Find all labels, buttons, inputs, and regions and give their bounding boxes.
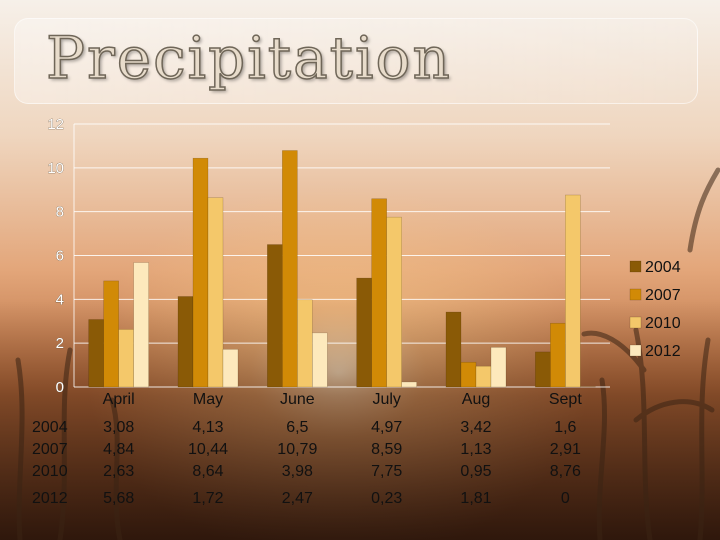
bar xyxy=(445,311,462,388)
data-label: 8,59 xyxy=(371,441,402,458)
chart-title: Precipitation xyxy=(45,23,452,93)
legend-swatch xyxy=(629,316,642,329)
bar xyxy=(460,361,477,388)
bar xyxy=(565,194,581,388)
table-row-header: 2010 xyxy=(32,463,68,480)
bar xyxy=(490,347,507,388)
bar xyxy=(88,319,104,388)
data-label: 8,76 xyxy=(550,463,581,480)
category-label: Aug xyxy=(462,391,490,408)
y-tick-label: 8 xyxy=(56,204,64,221)
data-label: 3,98 xyxy=(282,463,313,480)
gridlines xyxy=(73,123,610,388)
bar xyxy=(312,332,328,388)
data-label: 1,72 xyxy=(192,490,223,507)
data-label: 2,47 xyxy=(282,490,313,507)
y-tick-label: 10 xyxy=(47,160,64,177)
legend-label: 2012 xyxy=(645,343,681,360)
y-tick-label: 6 xyxy=(56,248,64,265)
bar xyxy=(192,157,209,388)
table-row-header: 2004 xyxy=(32,419,68,436)
table-row-header: 2007 xyxy=(32,441,68,458)
data-label: 5,68 xyxy=(103,490,134,507)
bar xyxy=(580,386,596,388)
bar xyxy=(177,296,194,388)
y-tick-label: 0 xyxy=(56,379,64,396)
bar xyxy=(297,299,313,388)
category-labels: April May June July Aug Sept xyxy=(103,391,583,408)
category-label: April xyxy=(103,391,135,408)
data-label: 2,63 xyxy=(103,463,134,480)
bar xyxy=(282,150,298,388)
bar xyxy=(475,365,492,388)
legend-swatch xyxy=(629,260,642,273)
data-label: 10,79 xyxy=(277,441,317,458)
bar xyxy=(371,198,387,388)
data-label: 1,81 xyxy=(460,490,491,507)
data-label: 1,13 xyxy=(460,441,491,458)
data-label: 0,23 xyxy=(371,490,402,507)
data-label: 2,91 xyxy=(550,441,581,458)
legend: 2004 2007 2010 2012 xyxy=(629,259,681,360)
bar xyxy=(267,244,283,388)
legend-label: 2007 xyxy=(645,287,681,304)
y-axis-ticks: 0 2 4 6 8 10 12 xyxy=(47,116,64,397)
category-label: May xyxy=(193,391,223,408)
data-label: 8,64 xyxy=(192,463,223,480)
bar xyxy=(356,277,372,388)
data-label: 4,13 xyxy=(192,419,223,436)
y-tick-label: 12 xyxy=(47,116,64,133)
y-tick-label: 2 xyxy=(56,335,64,352)
bar xyxy=(386,216,402,388)
data-label: 6,5 xyxy=(286,419,308,436)
legend-swatch xyxy=(629,344,642,357)
bar xyxy=(535,351,551,388)
title-banner xyxy=(14,18,698,104)
data-label: 1,6 xyxy=(554,419,576,436)
data-label: 0,95 xyxy=(460,463,491,480)
legend-label: 2010 xyxy=(645,315,681,332)
data-label: 0 xyxy=(561,490,570,507)
data-label: 3,42 xyxy=(460,419,491,436)
bar xyxy=(118,329,134,388)
data-label: 3,08 xyxy=(103,419,134,436)
bar xyxy=(133,262,149,388)
bar xyxy=(550,322,566,388)
y-tick-label: 4 xyxy=(56,291,64,308)
legend-label: 2004 xyxy=(645,259,681,276)
bar xyxy=(222,349,239,388)
category-label: July xyxy=(372,391,400,408)
bars xyxy=(88,150,596,388)
data-label: 4,97 xyxy=(371,419,402,436)
data-label: 7,75 xyxy=(371,463,402,480)
category-label: June xyxy=(280,391,315,408)
table-row-header: 2012 xyxy=(32,490,68,507)
data-table: 2004 3,08 4,13 6,5 4,97 3,42 1,6 2007 4,84 10,44 1… xyxy=(32,419,581,507)
data-label: 10,44 xyxy=(188,441,228,458)
bar xyxy=(103,280,119,388)
data-label: 4,84 xyxy=(103,441,134,458)
bar xyxy=(207,197,224,388)
bar xyxy=(401,381,417,388)
legend-swatch xyxy=(629,288,642,301)
category-label: Sept xyxy=(549,391,582,408)
